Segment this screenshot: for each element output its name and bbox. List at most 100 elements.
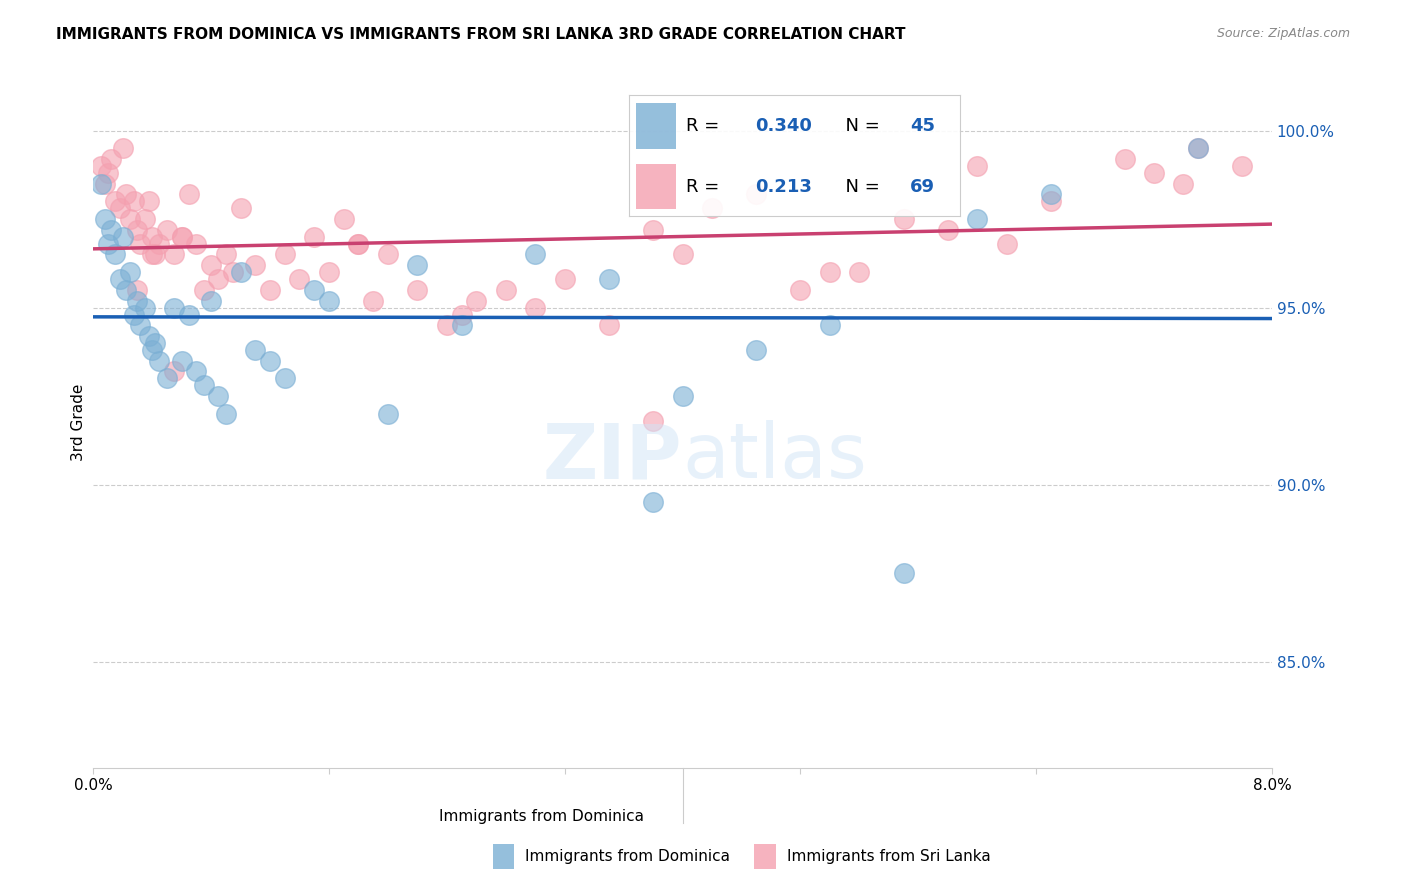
Point xyxy=(274,247,297,261)
Point xyxy=(436,318,458,333)
Point xyxy=(163,301,186,315)
Point xyxy=(114,283,136,297)
Point xyxy=(97,166,120,180)
Point xyxy=(215,407,238,421)
Text: Immigrants from Sri Lanka: Immigrants from Sri Lanka xyxy=(786,849,990,863)
Point xyxy=(100,152,122,166)
Point xyxy=(156,223,179,237)
Point xyxy=(450,308,472,322)
Point xyxy=(995,236,1018,251)
Point xyxy=(127,293,149,308)
Point xyxy=(129,318,152,333)
Point xyxy=(641,414,664,428)
Point xyxy=(598,318,620,333)
Point xyxy=(129,236,152,251)
Point xyxy=(118,212,141,227)
Y-axis label: 3rd Grade: 3rd Grade xyxy=(72,384,86,461)
Point xyxy=(377,407,399,421)
Point xyxy=(222,265,245,279)
Point xyxy=(94,177,117,191)
Point xyxy=(245,258,267,272)
Point xyxy=(138,329,160,343)
Point xyxy=(377,247,399,261)
Point xyxy=(141,229,163,244)
Point xyxy=(524,301,547,315)
Point xyxy=(259,283,281,297)
Point xyxy=(186,236,208,251)
Point xyxy=(134,212,156,227)
Point xyxy=(554,272,576,286)
Point xyxy=(1187,141,1209,155)
Point xyxy=(170,229,193,244)
Point xyxy=(818,318,841,333)
Point xyxy=(745,187,768,202)
Point xyxy=(215,247,238,261)
Point xyxy=(163,364,186,378)
Point xyxy=(229,202,252,216)
Point xyxy=(966,212,988,227)
Point xyxy=(893,566,915,581)
Point xyxy=(347,236,370,251)
Point xyxy=(361,293,384,308)
Point xyxy=(143,336,166,351)
Point xyxy=(118,265,141,279)
Point xyxy=(108,272,131,286)
Point xyxy=(745,343,768,357)
Text: Immigrants from Dominica: Immigrants from Dominica xyxy=(439,809,644,823)
Point xyxy=(347,236,370,251)
Point xyxy=(170,353,193,368)
Point xyxy=(524,247,547,261)
Point xyxy=(177,308,200,322)
Point xyxy=(288,272,311,286)
Point xyxy=(318,293,340,308)
Point xyxy=(1173,177,1195,191)
Point xyxy=(1232,159,1254,173)
Point xyxy=(163,247,186,261)
Point xyxy=(104,247,127,261)
Point xyxy=(259,353,281,368)
Point xyxy=(104,194,127,209)
Point xyxy=(186,364,208,378)
Point xyxy=(789,283,811,297)
Point xyxy=(111,229,134,244)
Point xyxy=(1039,194,1062,209)
Point xyxy=(143,247,166,261)
Point xyxy=(207,389,229,403)
Point xyxy=(641,223,664,237)
Point xyxy=(893,212,915,227)
Point xyxy=(848,265,870,279)
Point xyxy=(200,258,222,272)
Point xyxy=(138,194,160,209)
Point xyxy=(148,236,170,251)
Point xyxy=(108,202,131,216)
Text: atlas: atlas xyxy=(682,420,868,494)
Point xyxy=(111,141,134,155)
Point xyxy=(141,247,163,261)
Point xyxy=(332,212,354,227)
Point xyxy=(177,187,200,202)
Point xyxy=(97,236,120,251)
Point xyxy=(156,371,179,385)
Point xyxy=(450,318,472,333)
Point xyxy=(124,194,146,209)
Point xyxy=(170,229,193,244)
Point xyxy=(598,272,620,286)
Point xyxy=(1187,141,1209,155)
Text: Source: ZipAtlas.com: Source: ZipAtlas.com xyxy=(1216,27,1350,40)
Point xyxy=(229,265,252,279)
Point xyxy=(818,265,841,279)
Point xyxy=(671,247,693,261)
Point xyxy=(406,258,429,272)
Point xyxy=(94,212,117,227)
Point xyxy=(274,371,297,385)
Point xyxy=(193,283,215,297)
Point xyxy=(1143,166,1166,180)
Point xyxy=(1114,152,1136,166)
Text: IMMIGRANTS FROM DOMINICA VS IMMIGRANTS FROM SRI LANKA 3RD GRADE CORRELATION CHAR: IMMIGRANTS FROM DOMINICA VS IMMIGRANTS F… xyxy=(56,27,905,42)
Point xyxy=(148,353,170,368)
Point xyxy=(302,229,325,244)
Point xyxy=(936,223,959,237)
Point xyxy=(100,223,122,237)
Point xyxy=(200,293,222,308)
Point xyxy=(406,283,429,297)
